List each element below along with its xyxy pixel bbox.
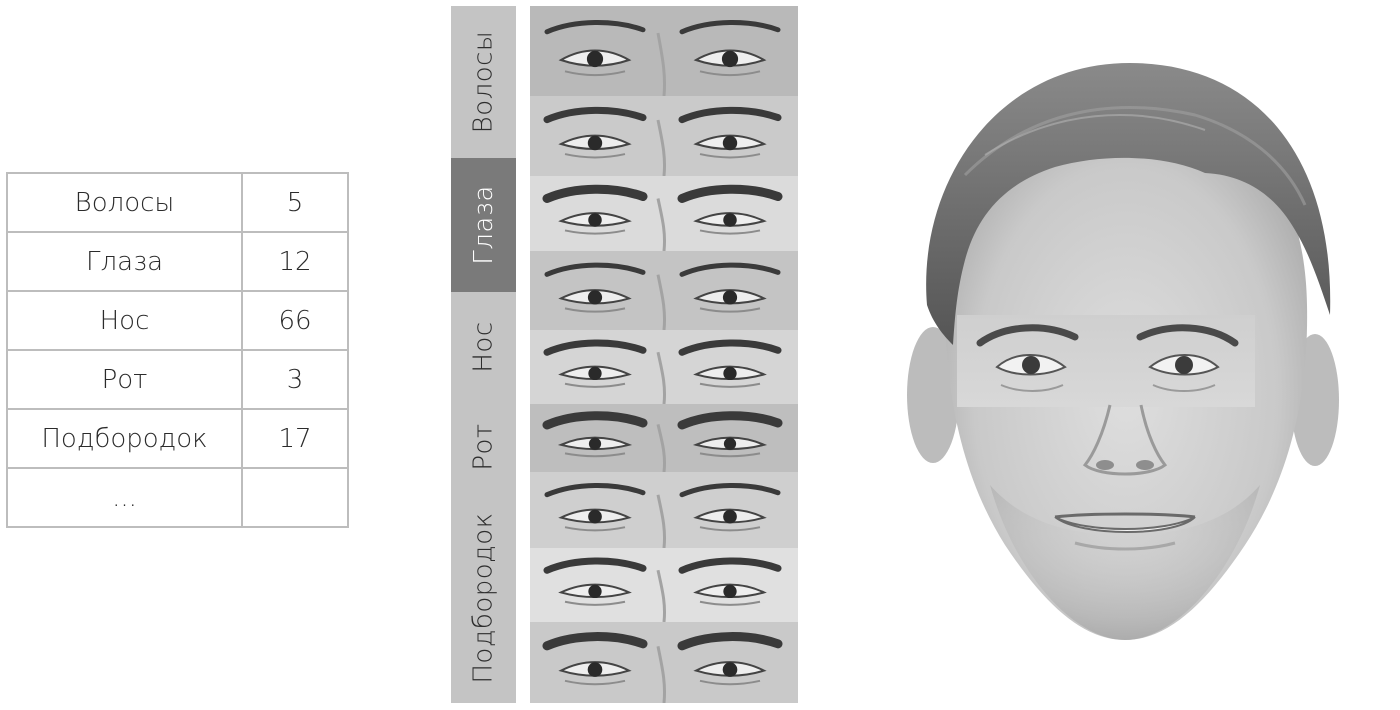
feature-name: Нос: [6, 290, 243, 351]
right-eye-crease: [1152, 384, 1216, 392]
feature-name: Волосы: [6, 172, 243, 233]
hair-highlight: [963, 106, 1307, 206]
right-pupil: [1175, 356, 1193, 374]
category-label: Глаза: [468, 185, 499, 265]
eye-strip[interactable]: [530, 548, 798, 622]
category-hair[interactable]: Волосы: [451, 6, 516, 158]
upper-lip: [1054, 512, 1196, 519]
eye-strip[interactable]: [530, 622, 798, 703]
table-row: ...: [6, 467, 349, 528]
feature-value: 3: [241, 349, 349, 410]
category-label: Подбородок: [468, 511, 499, 684]
feature-value: 17: [241, 408, 349, 469]
feature-value: 5: [241, 172, 349, 233]
eye-strip[interactable]: [530, 472, 798, 548]
lower-lip: [1074, 541, 1176, 551]
right-eyebrow: [1136, 324, 1239, 347]
feature-name: ...: [6, 467, 243, 528]
left-eyebrow: [976, 324, 1079, 347]
table-row: Глаза 12: [6, 231, 349, 292]
feature-value: 12: [241, 231, 349, 292]
nose: [1082, 404, 1168, 476]
eye-strip[interactable]: [530, 251, 798, 330]
category-label: Волосы: [468, 30, 499, 134]
table-row: Рот 3: [6, 349, 349, 410]
eye-strip[interactable]: [530, 176, 798, 251]
composite-face: [907, 63, 1339, 640]
table-row: Нос 66: [6, 290, 349, 351]
category-mouth[interactable]: Рот: [451, 402, 516, 492]
category-chin[interactable]: Подбородок: [451, 492, 516, 703]
category-nose[interactable]: Нос: [451, 292, 516, 402]
eye-strip[interactable]: [530, 96, 798, 176]
feature-name: Подбородок: [6, 408, 243, 469]
left-pupil: [1022, 356, 1040, 374]
eye-strip[interactable]: [530, 330, 798, 404]
feature-name: Глаза: [6, 231, 243, 292]
eye-strips-column: [530, 6, 798, 703]
category-label: Нос: [468, 321, 499, 373]
left-ear: [907, 327, 959, 463]
feature-table: Волосы 5 Глаза 12 Нос 66 Рот 3 Подбородо…: [6, 172, 349, 528]
category-eyes[interactable]: Глаза: [451, 158, 516, 292]
category-strip: Волосы Глаза Нос Рот Подбородок: [451, 6, 516, 703]
eye-strip[interactable]: [530, 404, 798, 472]
eye-strip[interactable]: [530, 6, 798, 96]
feature-name: Рот: [6, 349, 243, 410]
feature-value: [241, 467, 349, 528]
left-nostril: [1096, 460, 1114, 470]
hair-highlight: [984, 114, 1206, 156]
right-nostril: [1136, 460, 1154, 470]
left-eye-crease: [1000, 384, 1064, 392]
stubble: [990, 485, 1260, 640]
table-row: Волосы 5: [6, 172, 349, 233]
category-label: Рот: [468, 423, 499, 471]
feature-value: 66: [241, 290, 349, 351]
table-row: Подбородок 17: [6, 408, 349, 469]
